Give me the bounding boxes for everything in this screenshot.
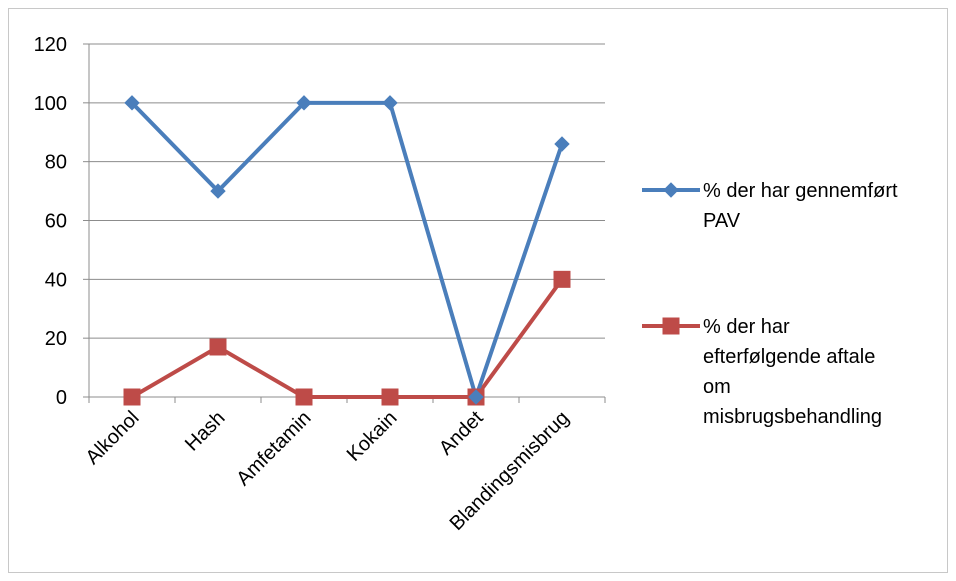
series-2-point bbox=[381, 388, 399, 406]
y-tick-label: 20 bbox=[45, 328, 67, 350]
legend-label-1: % der har gennemført bbox=[703, 180, 898, 202]
legend-label-1: PAV bbox=[703, 210, 741, 232]
y-tick-label: 40 bbox=[45, 269, 67, 291]
series-1-point bbox=[296, 95, 312, 111]
legend-label-2: efterfølgende aftale bbox=[703, 346, 875, 368]
x-tick-label: Hash bbox=[181, 407, 230, 456]
legend-swatch-marker-2 bbox=[662, 317, 680, 335]
series-2-point bbox=[553, 270, 571, 288]
legend-label-2: om bbox=[703, 376, 731, 398]
legend-label-2: % der har bbox=[703, 316, 790, 338]
y-tick-label: 100 bbox=[34, 93, 67, 115]
x-tick-label: Amfetamin bbox=[232, 407, 315, 490]
y-tick-label: 0 bbox=[56, 387, 67, 409]
series-1-point bbox=[382, 95, 398, 111]
series-1-point bbox=[554, 136, 570, 152]
series-1-point bbox=[468, 389, 484, 405]
chart-frame bbox=[8, 8, 948, 573]
legend-swatch-marker-1 bbox=[663, 182, 679, 198]
x-tick-label: Alkohol bbox=[82, 407, 144, 469]
x-tick-label: Kokain bbox=[343, 407, 402, 466]
legend-label-2: misbrugsbehandling bbox=[703, 406, 882, 428]
series-1-point bbox=[124, 95, 140, 111]
y-tick-label: 60 bbox=[45, 211, 67, 233]
series-2-point bbox=[209, 338, 227, 356]
series-1-point bbox=[210, 183, 226, 199]
series-2-point bbox=[123, 388, 141, 406]
series-2-point bbox=[295, 388, 313, 406]
series-line-2 bbox=[130, 278, 564, 399]
series-line-1 bbox=[130, 100, 564, 399]
y-tick-label: 80 bbox=[45, 152, 67, 174]
x-tick-label: Andet bbox=[435, 407, 488, 460]
y-tick-label: 120 bbox=[34, 34, 67, 56]
